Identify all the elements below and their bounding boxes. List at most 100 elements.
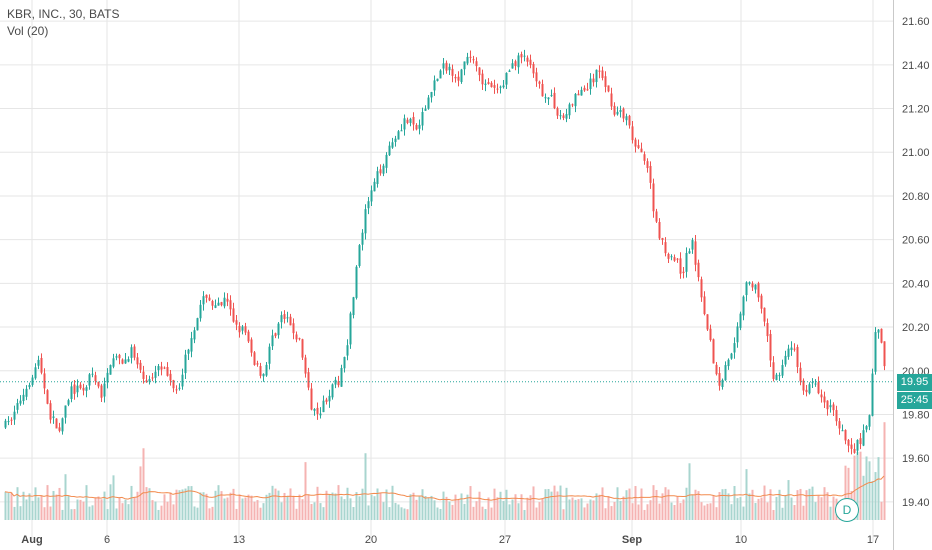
volume-bar — [151, 500, 154, 520]
volume-bar — [493, 488, 496, 520]
candle-body — [175, 389, 178, 391]
price-tick-label: 21.00 — [902, 147, 930, 159]
volume-bar — [79, 499, 82, 520]
bar-countdown-badge: 25:45 — [897, 391, 932, 409]
candle-body — [538, 81, 541, 84]
candle-body — [148, 379, 151, 382]
candle-body — [346, 345, 349, 356]
candle-body — [451, 68, 454, 76]
candle-body — [622, 108, 625, 119]
volume-bar — [331, 492, 334, 520]
volume-bar — [649, 500, 652, 520]
candle-body — [325, 399, 328, 402]
candle-body — [763, 307, 766, 322]
candle-body — [103, 383, 106, 397]
candle-body — [274, 333, 277, 337]
candle-body — [592, 78, 595, 83]
candle-body — [529, 59, 532, 65]
volume-bar — [748, 493, 751, 520]
candle-body — [55, 418, 58, 429]
volume-bar — [484, 509, 487, 520]
volume-bar — [202, 492, 205, 520]
volume-bar — [523, 509, 526, 520]
candle-body — [799, 367, 802, 382]
volume-bar — [325, 490, 328, 520]
volume-indicator-label[interactable]: Vol (20) — [7, 24, 49, 38]
candle-body — [307, 372, 310, 388]
volume-bar — [604, 508, 607, 520]
candle-body — [436, 78, 439, 81]
candle-body — [406, 119, 409, 123]
candle-body — [823, 396, 826, 403]
volume-bar — [568, 499, 571, 520]
candle-body — [4, 420, 7, 428]
candle-body — [547, 97, 550, 100]
candle-body — [457, 76, 460, 81]
candle-body — [475, 61, 478, 67]
price-axis[interactable]: 21.60 21.40 21.20 21.00 20.80 20.60 20.40 20.20… — [902, 16, 930, 509]
volume-bar — [316, 486, 319, 520]
volume-bar — [247, 494, 250, 520]
volume-bar — [406, 509, 409, 520]
candle-body — [181, 374, 184, 387]
volume-bar — [733, 486, 736, 520]
candle-body — [553, 92, 556, 109]
volume-bar — [814, 502, 817, 520]
candle-body — [604, 76, 607, 87]
dividend-marker[interactable]: D — [835, 498, 859, 522]
volume-bar — [73, 509, 76, 520]
candle-body — [781, 365, 784, 376]
volume-bar — [178, 490, 181, 520]
volume-bar — [289, 488, 292, 520]
volume-bar — [112, 475, 115, 520]
volume-bar — [829, 506, 832, 520]
candle-body — [868, 415, 871, 427]
volume-bar — [703, 505, 706, 520]
candle-body — [697, 262, 700, 278]
volume-bar — [586, 503, 589, 520]
candle-body — [511, 63, 514, 69]
volume-bar — [826, 492, 829, 520]
price-tick-label: 21.60 — [902, 16, 930, 28]
price-tick-label: 21.20 — [902, 104, 930, 116]
candle-body — [745, 282, 748, 296]
candle-body — [847, 439, 850, 446]
symbol-title[interactable]: KBR, INC., 30, BATS — [7, 7, 120, 21]
candle-body — [16, 403, 19, 410]
candle-body — [229, 300, 232, 310]
volume-bar — [388, 507, 391, 520]
volume-bar — [217, 485, 220, 520]
candle-body — [241, 326, 244, 331]
volume-bar — [205, 493, 208, 520]
volume-bar — [844, 465, 847, 520]
volume-bar — [478, 491, 481, 520]
volume-bar — [700, 502, 703, 520]
volume-bar — [667, 489, 670, 520]
candle-body — [124, 359, 127, 364]
candle-body — [193, 330, 196, 340]
volume-bar — [229, 492, 232, 520]
volume-bar — [634, 486, 637, 520]
candle-body — [766, 323, 769, 337]
candle-body — [562, 115, 565, 118]
candle-body — [163, 367, 166, 369]
candle-body — [730, 353, 733, 359]
time-axis[interactable]: Aug 6 13 20 27 Sep 10 17 — [21, 534, 879, 546]
candle-body — [448, 66, 451, 71]
volume-bar — [646, 504, 649, 520]
volume-bar — [238, 494, 241, 520]
volume-bar — [376, 488, 379, 520]
candle-body — [316, 407, 319, 414]
price-tick-label: 19.80 — [902, 409, 930, 421]
price-tick-label: 19.60 — [902, 453, 930, 465]
candle-body — [496, 88, 499, 90]
candle-body — [364, 209, 367, 234]
volume-bar — [235, 508, 238, 520]
volume-bar — [67, 495, 70, 520]
volume-bars — [4, 422, 886, 520]
volume-bar — [514, 494, 517, 520]
candle-body — [640, 148, 643, 153]
candle-body — [424, 108, 427, 111]
volume-bar — [421, 489, 424, 520]
